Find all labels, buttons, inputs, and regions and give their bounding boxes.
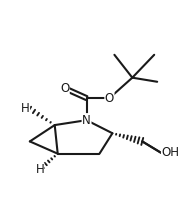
Text: N: N bbox=[82, 114, 91, 127]
Text: O: O bbox=[105, 92, 114, 105]
Text: O: O bbox=[60, 82, 69, 95]
Text: H: H bbox=[21, 102, 30, 115]
Text: OH: OH bbox=[161, 146, 179, 159]
Text: H: H bbox=[35, 163, 44, 176]
